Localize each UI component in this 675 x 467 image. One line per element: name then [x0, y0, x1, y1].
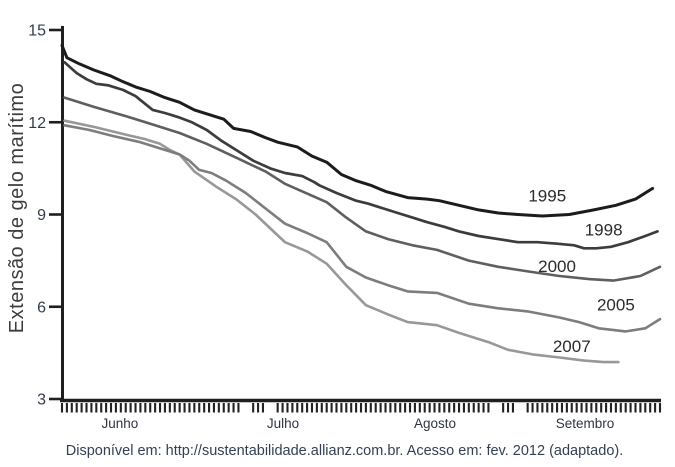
- year-label-2000: 2000: [538, 257, 576, 276]
- month-label: Setembro: [556, 416, 615, 431]
- y-axis-title: Extensão de gelo marítimo: [6, 48, 30, 368]
- year-label-2005: 2005: [597, 295, 635, 314]
- series-line-1998: [63, 60, 659, 250]
- series-line-2007: [63, 119, 620, 364]
- y-tick-label: 9: [37, 207, 46, 224]
- y-tick-label: 12: [28, 115, 46, 132]
- month-label: Junho: [101, 416, 138, 431]
- month-label: Agosto: [414, 416, 456, 431]
- year-label-1998: 1998: [585, 220, 623, 239]
- series-line-1995: [60, 43, 655, 218]
- caption: Disponível em: http://sustentabilidade.a…: [65, 443, 624, 459]
- month-label: Julho: [267, 416, 299, 431]
- year-label-2007: 2007: [553, 337, 591, 356]
- year-label-1995: 1995: [528, 186, 566, 205]
- y-axis-title-text: Extensão de gelo marítimo: [6, 82, 28, 334]
- y-tick-label: 3: [37, 392, 46, 409]
- y-tick-label: 15: [28, 23, 46, 40]
- series-line-2000: [63, 96, 662, 282]
- series-line-2005: [63, 124, 662, 333]
- y-tick-label: 6: [37, 299, 46, 316]
